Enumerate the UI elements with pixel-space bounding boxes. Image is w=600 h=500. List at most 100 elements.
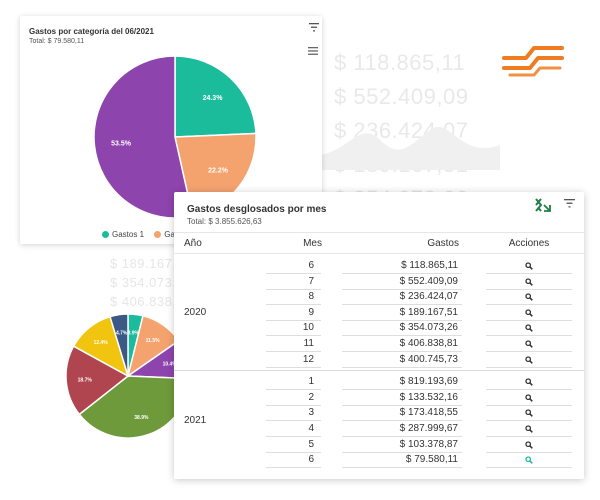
year-group: 2021 1 $ 819.193,69 2 $ 133.532,16 3 $ 173.418… xyxy=(174,370,584,470)
background-number: $ 118.865,11 xyxy=(334,50,466,75)
pie-slice-label: 4.7% xyxy=(116,331,128,337)
column-header-acciones: Acciones xyxy=(508,238,550,249)
background-wave xyxy=(320,126,500,170)
legend-label: Gas xyxy=(164,230,179,239)
cell-mes: 7 xyxy=(266,275,321,290)
table-row: 11 $ 406.838,81 xyxy=(174,337,584,353)
cell-gastos: $ 189.167,51 xyxy=(342,306,462,321)
cell-acciones xyxy=(486,406,572,422)
cell-mes: 6 xyxy=(266,453,321,469)
pie-slice-label: 11.5% xyxy=(146,338,160,344)
cell-acciones xyxy=(486,306,572,321)
search-icon[interactable] xyxy=(525,293,533,302)
legend-item[interactable]: Gastos 1 xyxy=(102,230,146,239)
category-pie-chart: 24.3% 22.2% 53.5% xyxy=(93,55,257,219)
cell-gastos: $ 79.580,11 xyxy=(342,453,462,469)
table-row: 6 $ 79.580,11 xyxy=(174,453,584,469)
cell-acciones xyxy=(486,375,572,391)
cell-gastos: $ 133.532,16 xyxy=(342,391,462,406)
chart-legend: Gastos 1 Gas xyxy=(102,230,187,239)
year-label: 2020 xyxy=(184,306,207,318)
search-icon[interactable] xyxy=(525,456,533,465)
cell-gastos: $ 354.073,26 xyxy=(342,321,462,337)
table-row: 12 $ 400.745,73 xyxy=(174,353,584,369)
legend-item[interactable]: Gas xyxy=(154,230,179,239)
search-icon[interactable] xyxy=(525,394,533,402)
cell-acciones xyxy=(486,391,572,406)
cell-mes: 9 xyxy=(266,306,321,321)
legend-label: Gastos 1 xyxy=(112,230,145,239)
cell-mes: 12 xyxy=(266,353,321,368)
search-icon[interactable] xyxy=(525,340,533,348)
cell-mes: 10 xyxy=(266,321,321,337)
cell-mes: 1 xyxy=(266,375,321,391)
search-icon[interactable] xyxy=(525,440,533,449)
cell-acciones xyxy=(486,321,572,337)
legend-color-dot xyxy=(102,231,109,238)
cell-acciones xyxy=(486,438,572,453)
excel-export-icon[interactable] xyxy=(535,198,551,212)
cell-mes: 8 xyxy=(266,290,321,306)
search-icon[interactable] xyxy=(525,355,533,364)
pie-slice-label: 18.7% xyxy=(78,377,93,383)
column-header-anio[interactable]: Año xyxy=(184,238,202,249)
pie-slice[interactable] xyxy=(93,55,194,219)
search-icon[interactable] xyxy=(525,277,533,286)
pie-slice-label: 24.3% xyxy=(203,95,224,102)
column-header-mes[interactable]: Mes xyxy=(303,238,322,249)
filter-icon[interactable] xyxy=(564,199,575,208)
background-number: $ 189.167,5 xyxy=(110,256,185,271)
cell-acciones xyxy=(486,353,572,368)
cell-gastos: $ 819.193,69 xyxy=(342,375,462,391)
pie-slice-label: 3.9% xyxy=(128,331,140,337)
cell-gastos: $ 118.865,11 xyxy=(342,259,462,274)
table-header: Año Mes Gastos Acciones xyxy=(174,232,584,254)
year-label: 2021 xyxy=(184,414,207,426)
search-icon[interactable] xyxy=(525,309,533,317)
cell-mes: 6 xyxy=(266,259,321,274)
cell-acciones xyxy=(486,337,572,352)
cell-gastos: $ 103.378,87 xyxy=(342,438,462,453)
table-row: 5 $ 103.378,87 xyxy=(174,438,584,454)
pie-slice[interactable] xyxy=(65,345,130,416)
cell-acciones xyxy=(486,453,572,469)
cell-gastos: $ 406.838,81 xyxy=(342,337,462,352)
pie-slice-label: 22.2% xyxy=(208,167,229,174)
cell-gastos: $ 287.999,67 xyxy=(342,422,462,437)
brand-logo-icon xyxy=(502,46,564,77)
table-row: 2 $ 133.532,16 xyxy=(174,391,584,407)
cell-mes: 3 xyxy=(266,406,321,422)
background-number: $ 406.838,8 xyxy=(110,294,185,309)
card-total: Total: $ 3.855.626,63 xyxy=(187,217,262,226)
cell-gastos: $ 552.409,09 xyxy=(342,275,462,290)
table-row: 8 $ 236.424,07 xyxy=(174,290,584,306)
legend-color-dot xyxy=(154,231,162,238)
table-row: 6 $ 118.865,11 xyxy=(174,259,584,275)
column-header-gastos[interactable]: Gastos xyxy=(427,238,459,249)
background-number: $ 354.073,2 xyxy=(110,275,185,290)
search-icon[interactable] xyxy=(525,425,533,433)
search-icon[interactable] xyxy=(525,378,533,387)
table-row: 4 $ 287.999,67 xyxy=(174,422,584,438)
pie-slice-label: 38.9% xyxy=(134,415,149,421)
card-title: Gastos por categoría del 06/2021 xyxy=(29,27,154,36)
cell-mes: 5 xyxy=(266,438,321,453)
year-group: 2020 6 $ 118.865,11 7 $ 552.409,09 8 $ 236.424… xyxy=(174,255,584,370)
cell-acciones xyxy=(486,290,572,306)
pie-slice[interactable] xyxy=(109,313,129,377)
pie-slice-label: 53.5% xyxy=(111,140,132,147)
table-row: 10 $ 354.073,26 xyxy=(174,321,584,337)
search-icon[interactable] xyxy=(525,324,533,333)
filter-icon[interactable] xyxy=(309,23,319,32)
pie-slice-label: 10.4% xyxy=(163,362,178,368)
table-row: 9 $ 189.167,51 xyxy=(174,306,584,322)
cell-mes: 4 xyxy=(266,422,321,437)
pie-slice-label: 12.4% xyxy=(94,340,109,346)
menu-icon[interactable] xyxy=(308,47,318,55)
search-icon[interactable] xyxy=(525,409,533,418)
search-icon[interactable] xyxy=(525,262,533,270)
cell-mes: 2 xyxy=(266,391,321,406)
cell-mes: 11 xyxy=(266,337,321,352)
table-row: 7 $ 552.409,09 xyxy=(174,275,584,291)
pie-slice[interactable] xyxy=(174,55,257,138)
